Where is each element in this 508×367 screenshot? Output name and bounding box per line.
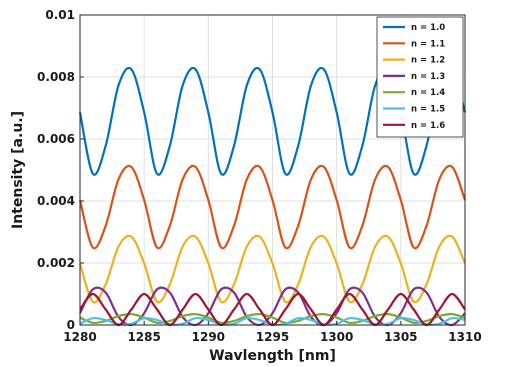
x-axis-title: Wavlength [nm] bbox=[209, 348, 336, 364]
y-tick-label: 0.004 bbox=[37, 194, 75, 208]
legend-label: n = 1.6 bbox=[411, 121, 445, 131]
legend-label: n = 1.1 bbox=[411, 39, 445, 49]
y-tick-label: 0.002 bbox=[37, 256, 75, 270]
x-tick-label: 1295 bbox=[256, 330, 289, 344]
x-tick-label: 1285 bbox=[127, 330, 160, 344]
legend-label: n = 1.5 bbox=[411, 105, 445, 115]
series-line-3 bbox=[79, 286, 466, 327]
y-tick-label: 0.008 bbox=[37, 70, 75, 84]
x-axis: 1280 1285 1290 1295 1300 1305 1310 bbox=[63, 321, 482, 344]
series-line-2 bbox=[78, 234, 467, 304]
y-axis: 0 0.002 0.004 0.006 0.008 0.01 bbox=[37, 8, 84, 332]
legend-label: n = 1.0 bbox=[411, 23, 445, 33]
y-tick-label: 0.006 bbox=[37, 132, 75, 146]
legend-label: n = 1.4 bbox=[411, 88, 445, 98]
y-axis-title: Intensity [a.u.] bbox=[10, 111, 26, 229]
x-tick-label: 1290 bbox=[192, 330, 225, 344]
legend-label: n = 1.2 bbox=[411, 56, 445, 66]
series-line-1 bbox=[78, 164, 467, 250]
x-tick-label: 1305 bbox=[384, 330, 417, 344]
x-tick-label: 1310 bbox=[448, 330, 481, 344]
y-tick-label: 0.01 bbox=[45, 8, 75, 22]
y-tick-label: 0 bbox=[67, 318, 75, 332]
x-tick-label: 1300 bbox=[320, 330, 353, 344]
legend-label: n = 1.3 bbox=[411, 72, 445, 82]
x-tick-label: 1280 bbox=[63, 330, 96, 344]
legend: n = 1.0 n = 1.1 n = 1.2 n = 1.3 n = 1.4 n = 1… bbox=[376, 16, 464, 138]
